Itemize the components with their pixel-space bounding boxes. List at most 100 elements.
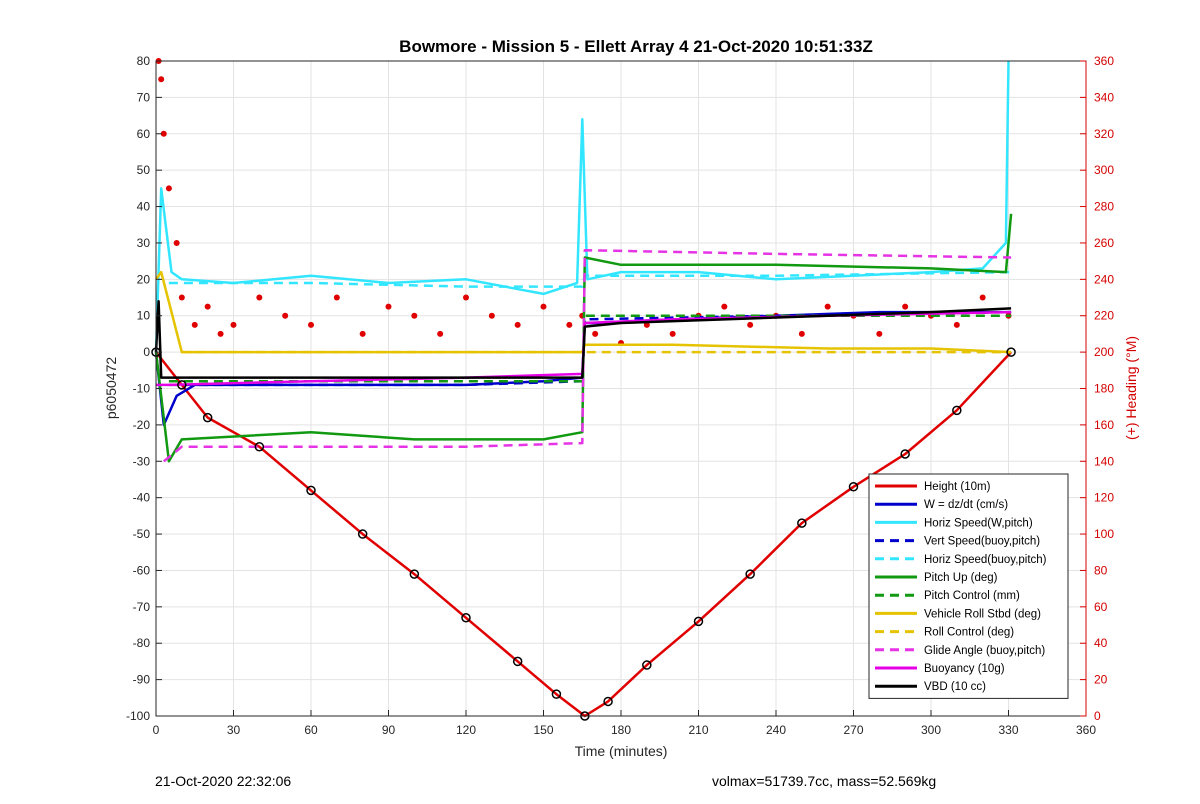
y-right-tick-label: 180 [1094, 382, 1114, 396]
series-line [154, 310, 1012, 427]
series-line [154, 299, 1012, 379]
legend-entry: Vert Speed(buoy,pitch) [924, 536, 1040, 548]
y-tick-label: 20 [137, 272, 151, 286]
heading-point [217, 330, 224, 337]
heading-point [721, 303, 728, 310]
height-point [202, 412, 213, 423]
y-tick-label: -90 [133, 673, 151, 687]
y-tick-label: 60 [137, 127, 151, 141]
heading-point [204, 303, 211, 310]
y-right-tick-label: 320 [1094, 127, 1114, 141]
y-tick-label: 50 [137, 163, 151, 177]
y-right-tick-label: 200 [1094, 345, 1114, 359]
y-right-tick-label: 120 [1094, 491, 1114, 505]
height-point [461, 613, 471, 623]
x-tick-label: 330 [998, 723, 1018, 737]
series-line [163, 248, 1012, 463]
legend-entry: Horiz Speed(W,pitch) [924, 517, 1033, 529]
height-point [745, 569, 755, 579]
heading-point [902, 303, 909, 310]
height-point [306, 485, 316, 496]
height-point [409, 569, 420, 579]
height-point [693, 616, 704, 627]
legend-box [868, 473, 1069, 699]
y-right-tick-label: 240 [1094, 272, 1114, 286]
heading-point [876, 330, 883, 337]
y-right-tick-label: 300 [1094, 163, 1114, 177]
height-point [357, 529, 368, 539]
legend-entry: VBD (10 cc) [924, 681, 986, 693]
heading-point [158, 76, 165, 83]
height-point [797, 518, 807, 528]
x-tick-label: 210 [688, 723, 708, 737]
footer-timestamp: 21-Oct-2020 22:32:06 [155, 773, 292, 789]
y-tick-label: -80 [133, 636, 151, 650]
heading-point [540, 303, 547, 310]
x-tick-label: 240 [766, 723, 786, 737]
height-point [512, 656, 523, 667]
height-point [254, 441, 265, 452]
y-tick-label: 80 [137, 54, 151, 68]
x-tick-label: 180 [611, 723, 631, 737]
legend-entry: Vehicle Roll Stbd (deg) [924, 608, 1041, 620]
y-tick-label: -100 [126, 709, 150, 723]
legend-entry: Glide Angle (buoy,pitch) [924, 645, 1045, 657]
height-point [900, 449, 910, 459]
x-tick-label: 90 [382, 723, 396, 737]
x-tick-label: 120 [456, 723, 476, 737]
heading-point [178, 294, 185, 301]
y-right-tick-label: 220 [1094, 309, 1114, 323]
y-tick-label: -50 [133, 527, 151, 541]
height-point [551, 689, 562, 699]
heading-point [411, 312, 418, 319]
y-tick-label: -60 [133, 563, 151, 577]
height-point [848, 482, 859, 492]
heading-point [173, 239, 180, 246]
heading-point [282, 312, 289, 319]
series-line [168, 270, 1012, 288]
y-tick-label: 30 [137, 236, 151, 250]
height-point [952, 405, 962, 416]
x-tick-label: 60 [304, 723, 318, 737]
height-point [177, 380, 187, 390]
heading-point [669, 330, 676, 337]
y-tick-label: -10 [133, 382, 151, 396]
y-axis-right-label: (+) Heading (°M) [1123, 336, 1139, 440]
y-right-tick-label: 160 [1094, 418, 1114, 432]
heading-point [160, 130, 167, 137]
y-axis-label: p6050472 [103, 357, 119, 420]
heading-point [566, 321, 573, 328]
y-right-tick-label: 140 [1094, 454, 1114, 468]
y-tick-label: -40 [133, 491, 151, 505]
legend-entry: Roll Control (deg) [924, 627, 1014, 639]
heading-point [953, 321, 960, 328]
y-tick-label: 0 [143, 345, 150, 359]
x-tick-label: 270 [843, 723, 863, 737]
chart-title: Bowmore - Mission 5 - Ellett Array 4 21-… [399, 37, 873, 56]
legend-entry: Horiz Speed(buoy,pitch) [924, 554, 1047, 566]
y-right-tick-label: 40 [1094, 636, 1108, 650]
heading-point [747, 321, 754, 328]
height-point [603, 696, 613, 707]
x-axis-label: Time (minutes) [575, 743, 668, 759]
legend: Height (10m) W = dz/dt (cm/s) Horiz Speed(… [868, 473, 1069, 699]
x-tick-label: 300 [921, 723, 941, 737]
y-right-tick-label: 0 [1094, 709, 1101, 723]
x-tick-label: 30 [227, 723, 241, 737]
heading-point [798, 330, 805, 337]
heading-point [488, 312, 495, 319]
heading-point [514, 321, 521, 328]
heading-point [230, 321, 237, 328]
heading-point [256, 294, 263, 301]
y-right-tick-label: 340 [1094, 90, 1114, 104]
y-tick-label: -30 [133, 454, 151, 468]
heading-point [333, 294, 340, 301]
heading-point [165, 185, 172, 192]
heading-point [308, 321, 314, 328]
heading-point [385, 303, 392, 310]
y-right-tick-label: 100 [1094, 527, 1114, 541]
y-right-tick-label: 20 [1094, 673, 1108, 687]
y-tick-label: 10 [137, 309, 151, 323]
heading-point [191, 321, 198, 328]
